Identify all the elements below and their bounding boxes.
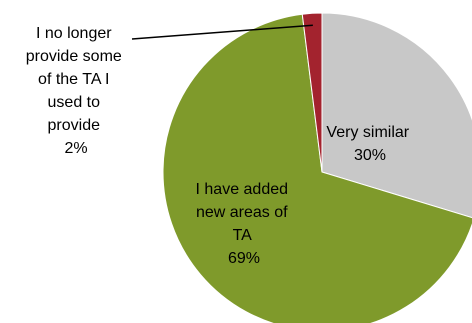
slice-label-added-new-areas: I have added new areas of TA 69%: [196, 181, 293, 267]
slice-label-very-similar-line-2: 30%: [354, 147, 386, 164]
pie-slice-no-longer-provide: [301, 12, 323, 173]
slice-label-no-longer-line-2: provide some: [26, 48, 122, 65]
pie-slice-very-similar: [321, 12, 472, 219]
slice-label-added-line-2: new areas of: [196, 204, 288, 221]
slice-label-added-line-3: TA: [233, 227, 253, 244]
slice-label-no-longer-provide: I no longer provide some of the TA I use…: [26, 25, 127, 157]
leader-lines: [131, 24, 313, 40]
slice-label-no-longer-line-5: provide: [48, 117, 101, 134]
slice-label-added-line-4: 69%: [228, 250, 260, 267]
slice-label-no-longer-line-6: 2%: [64, 140, 87, 157]
slice-label-very-similar-line-1: Very similar: [326, 124, 409, 141]
slice-label-added-line-1: I have added: [196, 181, 289, 198]
pie-slice-added-new-areas: [162, 13, 472, 323]
slice-label-no-longer-line-4: used to: [48, 94, 101, 111]
slice-label-no-longer-line-3: of the TA I: [38, 71, 109, 88]
slice-label-no-longer-line-1: I no longer: [36, 25, 112, 42]
pie-slices: [162, 12, 472, 323]
slice-label-very-similar: Very similar 30%: [326, 124, 413, 164]
leader-line-no-longer-provide: [131, 24, 313, 40]
